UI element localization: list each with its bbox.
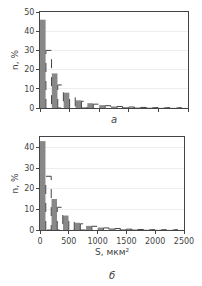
svg-text:n, %: n, % (10, 173, 20, 193)
svg-text:40: 40 (24, 27, 34, 36)
svg-text:S, мкм²: S, мкм² (95, 247, 129, 257)
svg-text:0: 0 (29, 104, 34, 113)
svg-text:б: б (109, 270, 115, 281)
svg-text:2000: 2000 (145, 237, 165, 246)
svg-text:0: 0 (37, 237, 42, 246)
svg-text:30: 30 (24, 164, 34, 173)
svg-text:30: 30 (24, 46, 34, 55)
svg-text:n, %: n, % (10, 50, 20, 70)
svg-text:a: a (111, 114, 117, 125)
svg-text:40: 40 (24, 143, 34, 152)
svg-text:0: 0 (29, 226, 34, 235)
svg-text:1500: 1500 (116, 237, 136, 246)
svg-text:10: 10 (24, 205, 34, 214)
svg-text:2500: 2500 (174, 237, 194, 246)
svg-text:20: 20 (24, 65, 34, 74)
svg-text:1000: 1000 (87, 237, 107, 246)
svg-text:20: 20 (24, 184, 34, 193)
svg-text:500: 500 (61, 237, 76, 246)
svg-text:10: 10 (24, 85, 34, 94)
svg-text:50: 50 (24, 8, 34, 17)
